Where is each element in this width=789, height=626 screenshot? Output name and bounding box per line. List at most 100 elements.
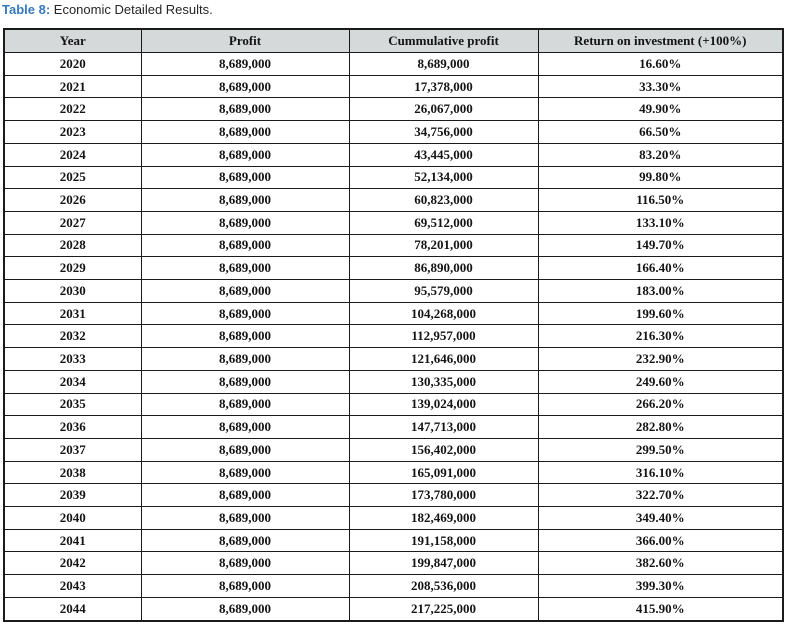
table-row: 2037 8,689,000 156,402,000 299.50%: [3, 437, 784, 462]
table-header-row: Year Profit Cummulative profit Return on…: [3, 28, 784, 53]
table-cell: 133.10%: [537, 210, 784, 235]
table-cell: 2028: [3, 233, 142, 258]
table-cell: 149.70%: [537, 233, 784, 258]
table-row: 2029 8,689,000 86,890,000 166.40%: [3, 256, 784, 281]
table-row: 2024 8,689,000 43,445,000 83.20%: [3, 142, 784, 167]
table-cell: 8,689,000: [140, 233, 350, 258]
table-cell: 139,024,000: [348, 392, 539, 417]
table-cell: 156,402,000: [348, 437, 539, 462]
table-cell: 415.90%: [537, 596, 784, 622]
table-cell: 2033: [3, 347, 142, 371]
table-cell: 349.40%: [537, 506, 784, 530]
table-cell: 282.80%: [537, 415, 784, 439]
header-return-on-investment: Return on investment (+100%): [537, 28, 784, 53]
table-row: 2041 8,689,000 191,158,000 366.00%: [3, 528, 784, 553]
table-caption-title: Economic Detailed Results.: [50, 2, 213, 17]
table-cell: 232.90%: [537, 347, 784, 371]
table-row: 2025 8,689,000 52,134,000 99.80%: [3, 165, 784, 190]
table-cell: 8,689,000: [140, 142, 350, 167]
table-cell: 147,713,000: [348, 415, 539, 439]
economic-results-table: Year Profit Cummulative profit Return on…: [3, 28, 784, 622]
table-cell: 217,225,000: [348, 596, 539, 622]
table-cell: 26,067,000: [348, 97, 539, 122]
table-cell: 34,756,000: [348, 120, 539, 144]
table-cell: 2025: [3, 165, 142, 190]
table-cell: 2043: [3, 574, 142, 598]
table-cell: 86,890,000: [348, 256, 539, 281]
table-cell: 199.60%: [537, 301, 784, 326]
table-cell: 2037: [3, 437, 142, 462]
table-cell: 8,689,000: [140, 97, 350, 122]
table-row: 2038 8,689,000 165,091,000 316.10%: [3, 460, 784, 485]
table-cell: 165,091,000: [348, 460, 539, 485]
table-cell: 2041: [3, 528, 142, 553]
table-cell: 83.20%: [537, 142, 784, 167]
table-row: 2026 8,689,000 60,823,000 116.50%: [3, 188, 784, 212]
table-cell: 8,689,000: [140, 165, 350, 190]
table-cell: 8,689,000: [140, 551, 350, 576]
table-cell: 95,579,000: [348, 279, 539, 303]
table-cell: 69,512,000: [348, 210, 539, 235]
table-cell: 316.10%: [537, 460, 784, 485]
table-cell: 8,689,000: [140, 301, 350, 326]
table-cell: 8,689,000: [140, 574, 350, 598]
table-cell: 8,689,000: [140, 392, 350, 417]
table-cell: 2035: [3, 392, 142, 417]
table-cell: 2030: [3, 279, 142, 303]
table-cell: 121,646,000: [348, 347, 539, 371]
table-cell: 8,689,000: [140, 369, 350, 394]
table-cell: 16.60%: [537, 52, 784, 76]
table-cell: 66.50%: [537, 120, 784, 144]
table-row: 2022 8,689,000 26,067,000 49.90%: [3, 97, 784, 122]
table-cell: 8,689,000: [140, 256, 350, 281]
table-cell: 49.90%: [537, 97, 784, 122]
table-cell: 2029: [3, 256, 142, 281]
table-row: 2044 8,689,000 217,225,000 415.90%: [3, 596, 784, 622]
table-cell: 299.50%: [537, 437, 784, 462]
table-cell: 43,445,000: [348, 142, 539, 167]
table-row: 2034 8,689,000 130,335,000 249.60%: [3, 369, 784, 394]
table-cell: 2026: [3, 188, 142, 212]
table-row: 2040 8,689,000 182,469,000 349.40%: [3, 506, 784, 530]
table-cell: 8,689,000: [140, 528, 350, 553]
table-cell: 322.70%: [537, 483, 784, 508]
table-cell: 116.50%: [537, 188, 784, 212]
table-cell: 173,780,000: [348, 483, 539, 508]
table-row: 2023 8,689,000 34,756,000 66.50%: [3, 120, 784, 144]
table-row: 2036 8,689,000 147,713,000 282.80%: [3, 415, 784, 439]
table-cell: 366.00%: [537, 528, 784, 553]
table-cell: 33.30%: [537, 74, 784, 99]
table-cell: 182,469,000: [348, 506, 539, 530]
table-cell: 2044: [3, 596, 142, 622]
table-cell: 78,201,000: [348, 233, 539, 258]
table-row: 2031 8,689,000 104,268,000 199.60%: [3, 301, 784, 326]
table-cell: 8,689,000: [140, 415, 350, 439]
table-cell: 8,689,000: [140, 210, 350, 235]
table-cell: 2023: [3, 120, 142, 144]
table-cell: 249.60%: [537, 369, 784, 394]
table-caption-label: Table 8:: [2, 2, 51, 17]
table-cell: 2040: [3, 506, 142, 530]
table-cell: 8,689,000: [140, 596, 350, 622]
table-cell: 208,536,000: [348, 574, 539, 598]
table-cell: 2032: [3, 324, 142, 349]
table-cell: 2038: [3, 460, 142, 485]
table-caption: Table 8: Economic Detailed Results.: [2, 3, 789, 17]
table-cell: 2027: [3, 210, 142, 235]
table-cell: 8,689,000: [140, 483, 350, 508]
table-cell: 99.80%: [537, 165, 784, 190]
table-cell: 8,689,000: [140, 347, 350, 371]
table-cell: 266.20%: [537, 392, 784, 417]
table-cell: 8,689,000: [348, 52, 539, 76]
table-cell: 2036: [3, 415, 142, 439]
table-row: 2030 8,689,000 95,579,000 183.00%: [3, 279, 784, 303]
table-cell: 191,158,000: [348, 528, 539, 553]
table-cell: 183.00%: [537, 279, 784, 303]
table-cell: 8,689,000: [140, 279, 350, 303]
table-cell: 112,957,000: [348, 324, 539, 349]
table-cell: 2021: [3, 74, 142, 99]
header-cumulative-profit: Cummulative profit: [348, 28, 539, 53]
table-cell: 8,689,000: [140, 437, 350, 462]
table-cell: 2020: [3, 52, 142, 76]
